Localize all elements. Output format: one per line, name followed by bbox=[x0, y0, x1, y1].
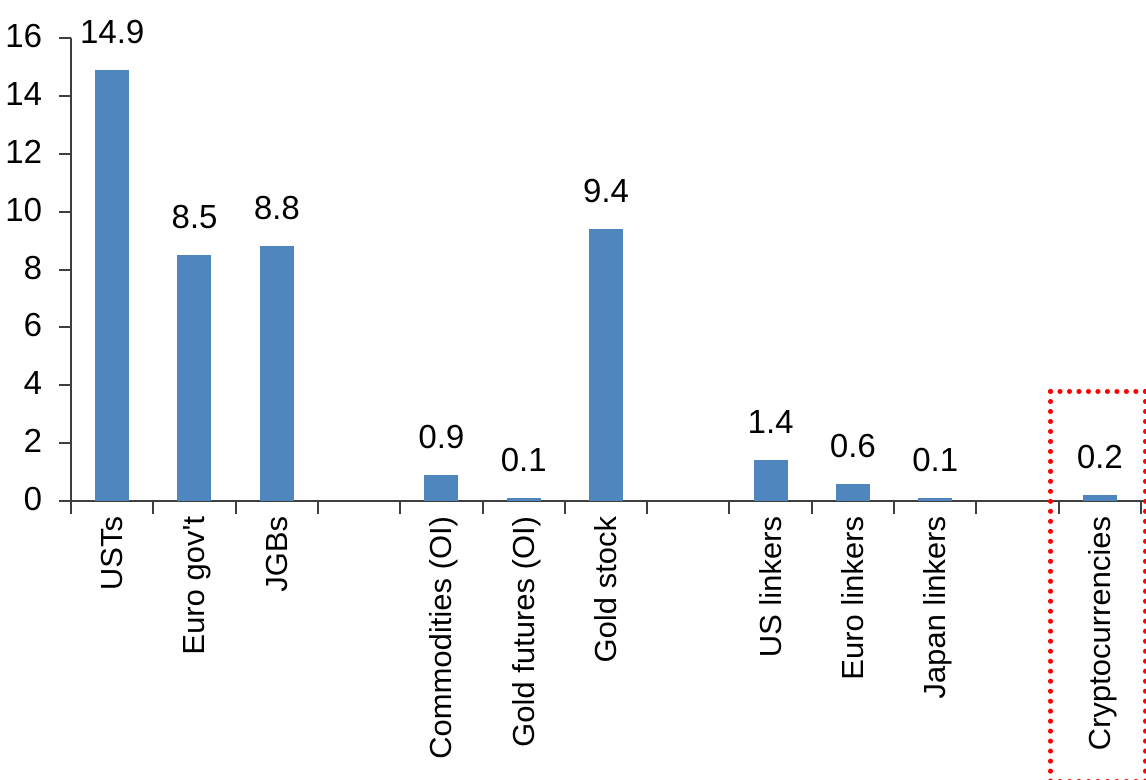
x-tick bbox=[481, 501, 484, 514]
value-label: 1.4 bbox=[747, 403, 794, 441]
category-label: Japan linkers bbox=[917, 516, 953, 699]
y-tick bbox=[59, 94, 71, 97]
value-label: 8.5 bbox=[171, 198, 218, 236]
category-label: Commodities (OI) bbox=[423, 516, 459, 759]
x-axis bbox=[59, 500, 1146, 502]
value-label: 0.1 bbox=[912, 441, 959, 479]
x-tick bbox=[975, 501, 978, 514]
y-tick bbox=[59, 268, 71, 271]
y-tick-label: 6 bbox=[23, 306, 42, 344]
x-tick bbox=[316, 501, 319, 514]
category-label: Euro linkers bbox=[834, 516, 870, 680]
value-label: 8.8 bbox=[253, 189, 300, 227]
value-label: 9.4 bbox=[583, 171, 629, 209]
x-tick bbox=[152, 501, 155, 514]
x-tick bbox=[728, 501, 731, 514]
category-label: JGBs bbox=[258, 516, 294, 592]
y-tick-label: 12 bbox=[5, 132, 42, 170]
value-label: 0.9 bbox=[418, 417, 465, 455]
bar bbox=[506, 498, 541, 501]
y-tick-label: 10 bbox=[5, 190, 42, 228]
highlight-box bbox=[1048, 389, 1146, 780]
x-tick bbox=[1139, 501, 1142, 514]
bar bbox=[95, 69, 130, 501]
bar bbox=[753, 460, 788, 501]
value-label: 0.6 bbox=[829, 426, 876, 464]
bar bbox=[588, 228, 623, 501]
value-label: 0.1 bbox=[500, 441, 547, 479]
x-tick bbox=[893, 501, 895, 514]
y-tick-label: 14 bbox=[5, 74, 42, 112]
x-tick bbox=[563, 501, 566, 514]
category-label: USTs bbox=[94, 516, 130, 591]
y-tick-label: 4 bbox=[23, 364, 42, 402]
y-tick-label: 0 bbox=[23, 480, 42, 517]
bar bbox=[177, 255, 212, 501]
category-label: Euro gov't bbox=[176, 516, 212, 655]
bar bbox=[259, 246, 294, 501]
y-tick-label: 8 bbox=[23, 248, 42, 286]
y-tick bbox=[59, 210, 71, 213]
y-tick bbox=[59, 37, 71, 39]
bar bbox=[424, 474, 459, 501]
y-tick bbox=[59, 384, 71, 387]
category-label: US linkers bbox=[752, 516, 788, 658]
value-label: 14.9 bbox=[80, 12, 145, 50]
category-label: Gold stock bbox=[587, 516, 623, 663]
x-tick bbox=[70, 501, 72, 514]
x-tick bbox=[234, 501, 237, 514]
bar bbox=[918, 498, 953, 501]
category-label: Gold futures (OI) bbox=[505, 516, 541, 747]
y-tick-label: 2 bbox=[23, 422, 42, 460]
x-tick bbox=[399, 501, 402, 514]
x-tick bbox=[810, 501, 813, 514]
x-tick bbox=[646, 501, 649, 514]
bar bbox=[1082, 495, 1117, 501]
y-tick bbox=[59, 500, 71, 502]
value-label: 0.2 bbox=[1076, 438, 1123, 476]
bar bbox=[835, 483, 870, 501]
y-tick bbox=[59, 326, 71, 329]
y-tick-label: 16 bbox=[5, 17, 42, 54]
y-axis bbox=[70, 38, 72, 514]
y-tick bbox=[59, 442, 71, 445]
y-tick bbox=[59, 152, 71, 155]
x-tick bbox=[1057, 501, 1060, 514]
